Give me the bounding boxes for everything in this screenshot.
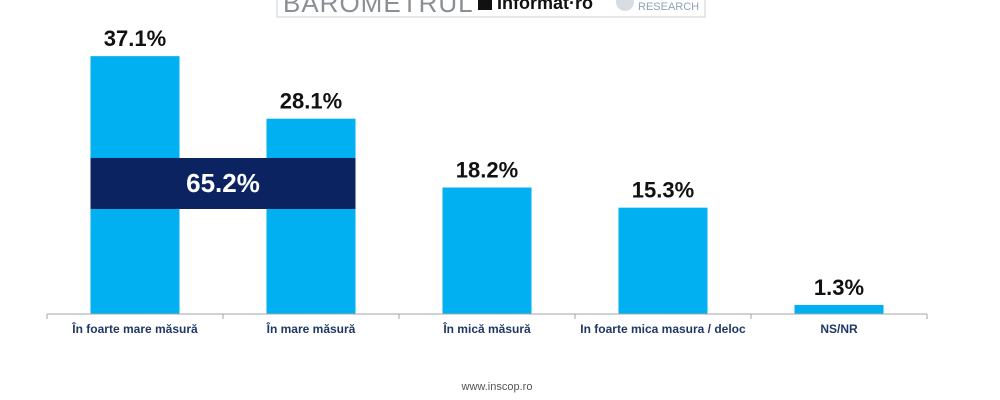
x-tick-label: In foarte mica masura / deloc — [580, 322, 746, 336]
source: www.inscop.ro — [461, 381, 533, 393]
bar — [794, 304, 884, 314]
value-label: 37.1% — [104, 26, 166, 51]
group-label: 65.2% — [186, 168, 260, 198]
x-tick-label: NS/NR — [820, 322, 858, 336]
header-left: BAROMETRUL — [283, 0, 474, 18]
header-brand: Informat·ro — [497, 0, 593, 13]
x-tick-label: În mare măsură — [266, 322, 356, 336]
research-icon — [616, 0, 634, 11]
header-right: RESEARCH — [638, 1, 699, 13]
value-label: 18.2% — [456, 157, 518, 182]
value-label: 15.3% — [632, 177, 694, 202]
value-label: 28.1% — [280, 89, 342, 114]
x-tick-label: În mică măsură — [443, 322, 531, 336]
bar — [618, 207, 708, 314]
value-label: 1.3% — [814, 275, 864, 300]
bar — [442, 187, 532, 314]
group-band — [90, 158, 356, 209]
x-tick-label: În foarte mare măsură — [72, 322, 198, 336]
brand-icon — [478, 0, 492, 10]
bar — [266, 118, 356, 314]
